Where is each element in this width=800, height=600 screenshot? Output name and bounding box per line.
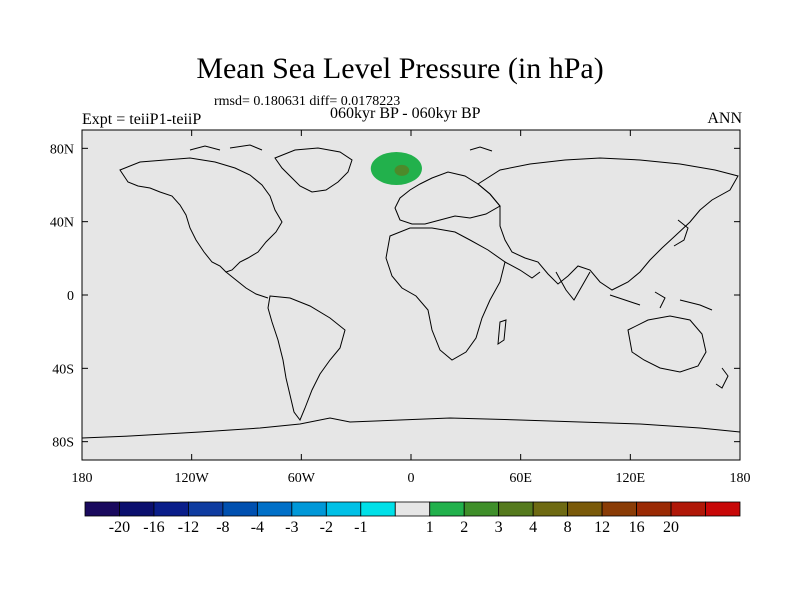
colorbar-swatch (291, 501, 327, 517)
colorbar-swatch (705, 501, 741, 517)
lon-tick-label: 60W (288, 471, 316, 486)
colorbar-label: -12 (177, 519, 200, 536)
colorbar-label: -20 (108, 519, 131, 536)
coastline-africa (385, 227, 506, 361)
colorbar-label: 4 (529, 519, 538, 536)
coastline-antarctica (81, 417, 741, 439)
colorbar-label: 3 (494, 519, 503, 536)
colorbar-swatch (153, 501, 189, 517)
colorbar-swatch (670, 501, 706, 517)
colorbar-label: -8 (216, 519, 230, 536)
lat-tick-label: 80N (50, 142, 74, 157)
colorbar-swatch (325, 501, 362, 517)
colorbar-swatch (256, 501, 293, 517)
lat-tick-label: 40S (52, 362, 74, 377)
anomaly-layer (370, 152, 422, 185)
colorbar-swatch (463, 501, 500, 517)
experiment-label: Expt = teiiP1-teiiP (82, 111, 202, 128)
colorbar-swatch (222, 501, 258, 517)
colorbar-swatch (119, 501, 155, 517)
rmsd-diff-stats: rmsd= 0.180631 diff= 0.0178223 (214, 94, 401, 109)
latitude-axis: 80N 40N 0 40S 80S (50, 142, 740, 451)
coastline-australia (627, 315, 707, 373)
colorbar-label: -2 (319, 519, 333, 536)
colorbar-label: 16 (628, 519, 645, 536)
coastline-south-america (267, 295, 346, 421)
season-label: ANN (707, 110, 742, 127)
chart-title: Mean Sea Level Pressure (in hPa) (196, 52, 604, 85)
colorbar-swatch (429, 501, 465, 517)
colorbar-swatch (636, 501, 672, 517)
map-background (82, 130, 740, 460)
colorbar-swatch (84, 501, 120, 517)
colorbar-label: -16 (143, 519, 165, 536)
lat-tick-label: 0 (67, 289, 74, 304)
period-label: 060kyr BP - 060kyr BP (330, 105, 481, 122)
coastline-north-america (119, 157, 283, 273)
lon-tick-label: 60E (509, 471, 532, 486)
colorbar-label: 8 (563, 519, 572, 536)
lon-tick-label: 180 (730, 471, 751, 486)
colorbar-swatch (498, 501, 534, 517)
map-panel (81, 129, 741, 461)
anomaly-north-atlantic-inner (394, 164, 410, 176)
coastline-arctic-islands (189, 144, 493, 152)
colorbar-swatch (394, 501, 431, 517)
colorbar-label: -3 (285, 519, 299, 536)
colorbar-swatch (360, 501, 396, 517)
colorbar-swatch (601, 501, 637, 517)
longitude-axis: 180 120W 60W 0 60E 120E 180 (72, 130, 751, 486)
coastline-greenland (274, 147, 353, 193)
coastline-southeast-asia (609, 291, 713, 311)
lon-tick-label: 180 (72, 471, 93, 486)
coastline-new-zealand (715, 367, 729, 389)
lon-tick-label: 120W (175, 471, 210, 486)
colorbar-label: 20 (663, 519, 680, 536)
coastline-central-america (225, 271, 269, 299)
coastlines (81, 144, 741, 439)
lon-tick-label: 120E (616, 471, 646, 486)
lat-tick-label: 80S (52, 436, 74, 451)
colorbar-label: 12 (594, 519, 611, 536)
coastline-asia (477, 157, 739, 291)
lat-tick-label: 40N (50, 216, 74, 231)
coastline-madagascar (497, 319, 507, 345)
colorbar-label: -4 (250, 519, 265, 536)
coastline-japan (673, 219, 689, 247)
coastline-arabia-india (504, 261, 591, 301)
colorbar-label: -1 (354, 519, 368, 536)
colorbar-label: 2 (460, 519, 469, 536)
colorbar-swatch (532, 501, 569, 517)
colorbar (84, 501, 741, 517)
colorbar-swatch (567, 501, 603, 517)
colorbar-swatch (188, 501, 224, 517)
colorbar-label: 1 (425, 519, 434, 536)
lon-tick-label: 0 (408, 471, 415, 486)
